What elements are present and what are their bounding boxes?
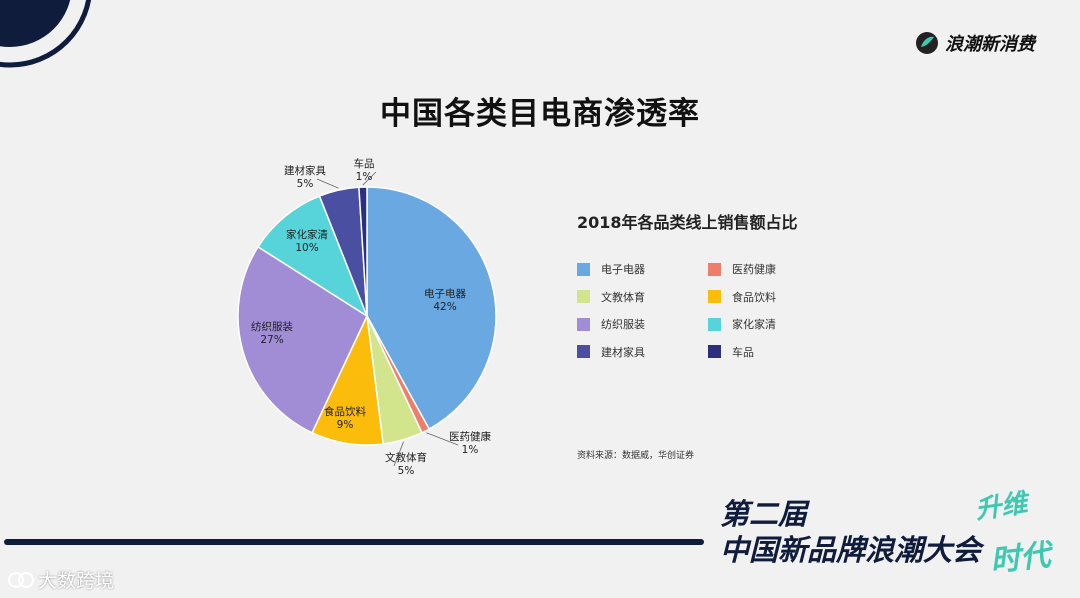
slice-value-label-纺织服装: 27% [260, 334, 283, 346]
corner-circle-decoration [0, 0, 92, 68]
brand-name: 浪潮新消费 [945, 34, 1035, 55]
legend-swatch [577, 262, 590, 276]
slice-value-label-文教体育: 5% [398, 465, 415, 477]
legend-item-食品饮料: 食品饮料 [708, 289, 776, 305]
legend-swatch [708, 345, 721, 358]
slice-name-label-电子电器: 电子电器 [424, 287, 466, 300]
slice-name-label-文教体育: 文教体育 [385, 451, 427, 464]
slice-name-label-建材家具: 建材家具 [284, 164, 326, 177]
legend-label: 建材家具 [601, 345, 645, 359]
leader-line-文教体育 [393, 441, 404, 467]
source-note: 资料来源：数据威，华创证券 [577, 451, 695, 461]
slice-name-label-家化家清: 家化家清 [286, 228, 328, 241]
page-title: 中国各类目电商渗透率 [380, 96, 700, 132]
pie-slice-家化家清 [257, 195, 369, 318]
legend-item-家化家清: 家化家清 [708, 316, 776, 332]
leader-line-建材家具 [316, 178, 339, 189]
legend-label: 食品饮料 [732, 290, 776, 304]
slice-name-label-车品: 车品 [354, 157, 375, 170]
legend-item-车品: 车品 [708, 344, 754, 360]
brand: 浪潮新消费 [915, 30, 1035, 56]
legend-swatch [708, 290, 721, 303]
legend-label: 文教体育 [601, 290, 645, 304]
event-slogan-2: 时代 [988, 537, 1053, 580]
legend-swatch [708, 262, 721, 276]
legend-item-电子电器: 电子电器 [577, 261, 645, 277]
legend-label: 医药健康 [732, 263, 776, 276]
slice-name-label-医药健康: 医药健康 [449, 430, 491, 443]
event-name: 中国新品牌浪潮大会 [720, 533, 982, 567]
slice-value-label-家化家清: 10% [295, 242, 318, 254]
watermark-text: 大数跨境 [38, 570, 115, 592]
pie-slice-车品 [358, 186, 368, 317]
chart-title: 2018年各品类线上销售额占比 [577, 213, 798, 232]
legend-label: 车品 [732, 345, 754, 359]
legend-item-医药健康: 医药健康 [708, 261, 776, 277]
slice-name-label-食品饮料: 食品饮料 [324, 405, 366, 418]
brand-leaf-logo-icon [916, 32, 938, 54]
leader-line-医药健康 [426, 432, 459, 446]
legend-item-纺织服装: 纺织服装 [577, 316, 645, 332]
watermark: 大数跨境 [8, 566, 114, 593]
pie-slice-纺织服装 [237, 245, 368, 434]
slice-value-label-医药健康: 1% [462, 444, 479, 456]
slice-value-label-建材家具: 5% [297, 178, 314, 190]
legend-swatch [577, 290, 590, 303]
slice-value-label-食品饮料: 9% [337, 419, 354, 431]
legend-item-文教体育: 文教体育 [577, 289, 645, 305]
legend-swatch [708, 317, 721, 331]
watermark-logo-icon [8, 571, 34, 588]
legend-item-建材家具: 建材家具 [577, 344, 645, 360]
pie-slice-电子电器 [366, 186, 497, 431]
slice-name-label-纺织服装: 纺织服装 [251, 320, 293, 333]
event-edition: 第二届 [720, 497, 808, 531]
legend-swatch [577, 317, 590, 331]
event-slogan-1: 升维 [973, 488, 1030, 526]
slice-value-label-电子电器: 42% [433, 301, 456, 313]
legend-label: 纺织服装 [601, 318, 645, 331]
bottom-bar-decoration [4, 539, 704, 545]
legend-swatch [577, 345, 590, 358]
legend-label: 家化家清 [732, 318, 776, 331]
leader-line-车品 [362, 171, 377, 186]
slice-value-label-车品: 1% [356, 171, 373, 183]
legend-label: 电子电器 [601, 263, 645, 276]
